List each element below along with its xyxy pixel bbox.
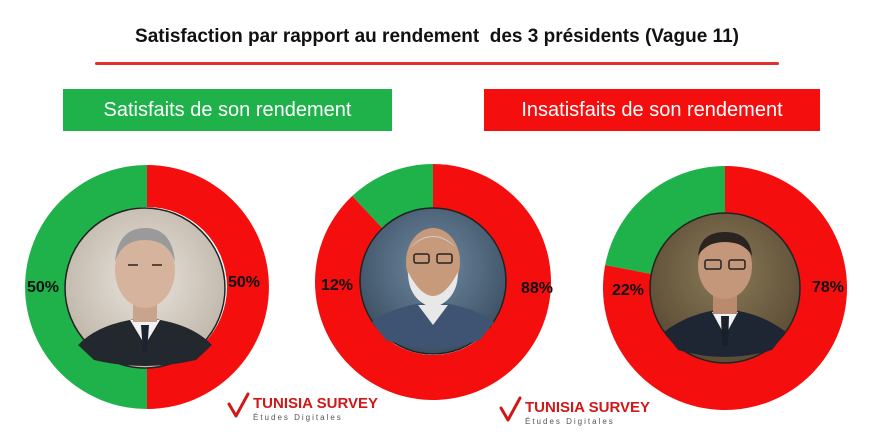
portrait-photo-2 bbox=[359, 207, 507, 355]
title-underline bbox=[95, 62, 779, 65]
chart-title: Satisfaction par rapport au rendement de… bbox=[135, 26, 739, 47]
slice-satisfied-2 bbox=[352, 164, 433, 229]
label-satisfied-3: 22% bbox=[612, 282, 644, 299]
slice-unsatisfied-2 bbox=[315, 164, 552, 401]
logo-name-1: TUNISIA SURVEY bbox=[253, 395, 378, 412]
logo-tagline-2: Études Digitales bbox=[525, 417, 615, 426]
label-satisfied-2: 12% bbox=[321, 277, 353, 294]
legend-satisfied: Satisfaits de son rendement bbox=[63, 89, 392, 131]
legend-satisfied-label: Satisfaits de son rendement bbox=[103, 98, 352, 121]
donut-chart-2 bbox=[315, 164, 552, 401]
label-unsatisfied-3: 78% bbox=[812, 279, 844, 296]
slice-unsatisfied-3 bbox=[603, 166, 847, 410]
check-icon bbox=[227, 392, 250, 418]
legend-unsatisfied-label: Insatisfaits de son rendement bbox=[521, 98, 783, 121]
slice-satisfied-3 bbox=[605, 166, 725, 274]
donut-chart-1 bbox=[25, 165, 269, 409]
label-unsatisfied-1: 50% bbox=[228, 274, 260, 291]
slice-unsatisfied-1 bbox=[147, 165, 269, 409]
portrait-photo-3 bbox=[649, 212, 801, 364]
label-unsatisfied-2: 88% bbox=[521, 280, 553, 297]
portrait-photo-1 bbox=[64, 207, 226, 369]
slice-satisfied-1 bbox=[25, 165, 147, 409]
legend-unsatisfied: Insatisfaits de son rendement bbox=[484, 89, 820, 131]
check-icon bbox=[499, 396, 522, 422]
donut-chart-3 bbox=[603, 166, 847, 410]
label-satisfied-1: 50% bbox=[27, 279, 59, 296]
tunisia-survey-logo-1: TUNISIA SURVEY Études Digitales bbox=[227, 392, 378, 422]
logo-tagline-1: Études Digitales bbox=[253, 413, 343, 422]
tunisia-survey-logo-2: TUNISIA SURVEY Études Digitales bbox=[499, 396, 650, 426]
logo-name-2: TUNISIA SURVEY bbox=[525, 399, 650, 416]
